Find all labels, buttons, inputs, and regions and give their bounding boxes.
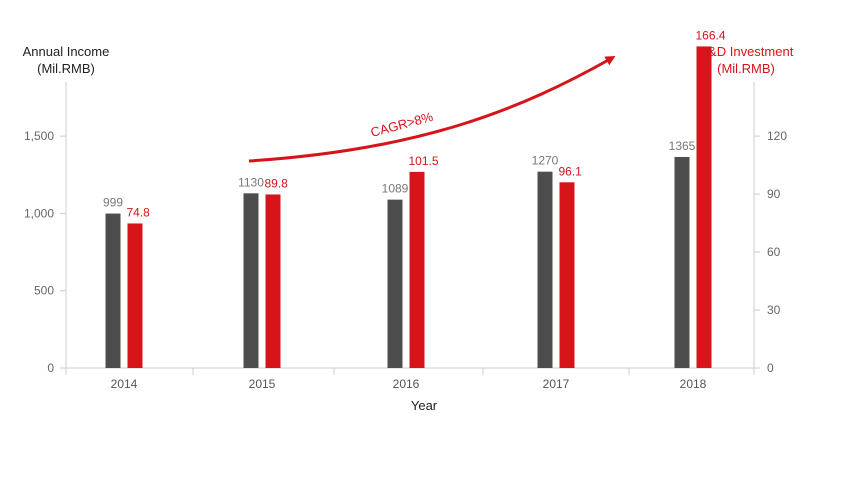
rd-bar xyxy=(409,171,425,368)
income-bar xyxy=(243,193,259,368)
rd-value-label: 96.1 xyxy=(559,164,583,178)
rd-value-label: 89.8 xyxy=(265,176,289,190)
left-tick-label: 1,000 xyxy=(24,206,54,220)
income-bar xyxy=(674,156,690,368)
income-value-label: 1365 xyxy=(669,139,696,153)
left-tick-label: 0 xyxy=(47,361,54,375)
bars xyxy=(105,46,712,369)
left-tick-label: 500 xyxy=(34,284,54,298)
x-tick-label: 2016 xyxy=(393,377,420,391)
rd-bar xyxy=(127,223,143,368)
cagr-arrow-icon xyxy=(248,56,616,163)
x-tick-label: 2015 xyxy=(249,377,276,391)
left-tick-label: 1,500 xyxy=(24,129,54,143)
rd-value-label: 101.5 xyxy=(409,154,439,168)
right-tick-label: 60 xyxy=(767,245,781,259)
x-tick-label: 2018 xyxy=(680,377,707,391)
rd-bar xyxy=(265,194,281,368)
value-labels: 999 1130 1089 1270 1365 74.8 89.8 101.5 96.1 166.… xyxy=(103,28,726,219)
income-bar xyxy=(105,213,121,368)
x-tick-label: 2017 xyxy=(543,377,570,391)
right-tick-label: 90 xyxy=(767,187,781,201)
x-axis-title: Year xyxy=(411,398,438,413)
left-axis-title-line2: (Mil.RMB) xyxy=(37,61,95,76)
right-axis-title-line1: R&D Investment xyxy=(699,44,794,59)
income-value-label: 999 xyxy=(103,196,123,210)
income-value-label: 1270 xyxy=(532,154,559,168)
right-tick-label: 30 xyxy=(767,303,781,317)
income-bar xyxy=(537,171,553,368)
rd-bar xyxy=(696,46,712,369)
income-value-label: 1089 xyxy=(382,182,409,196)
right-tick-label: 0 xyxy=(767,361,774,375)
right-tick-label: 120 xyxy=(767,129,787,143)
income-bar xyxy=(387,199,403,368)
rd-bar xyxy=(559,182,575,368)
x-tick-label: 2014 xyxy=(111,377,138,391)
right-axis-title-line2: (Mil.RMB) xyxy=(717,61,775,76)
rd-value-label: 166.4 xyxy=(696,28,726,42)
income-value-label: 1130 xyxy=(238,175,264,189)
rd-value-label: 74.8 xyxy=(127,205,151,219)
left-axis-title-line1: Annual Income xyxy=(23,44,110,59)
